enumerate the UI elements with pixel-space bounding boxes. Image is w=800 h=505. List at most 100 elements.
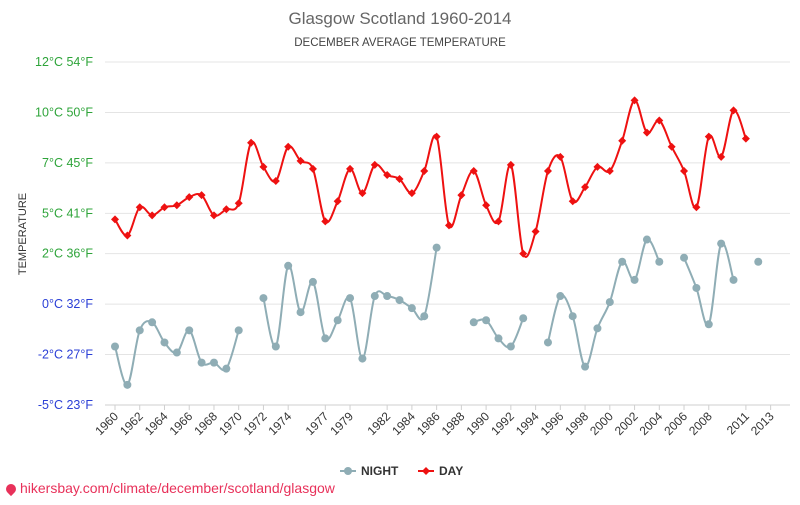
night-data-point xyxy=(581,362,590,371)
night-data-point xyxy=(111,342,119,351)
day-data-point xyxy=(741,134,750,143)
x-tick-label: 1972 xyxy=(241,409,270,438)
legend-day-label: DAY xyxy=(439,464,463,478)
x-tick-label: 1998 xyxy=(562,409,591,438)
day-data-point xyxy=(370,160,379,169)
night-data-point xyxy=(160,338,169,347)
night-data-point xyxy=(346,294,355,303)
x-tick-label: 1979 xyxy=(327,409,356,438)
day-data-point xyxy=(692,203,701,212)
day-data-point xyxy=(308,164,317,173)
x-tick-label: 1970 xyxy=(216,409,245,438)
night-data-point xyxy=(519,314,528,323)
day-data-point xyxy=(642,128,651,137)
night-data-point xyxy=(420,312,429,321)
night-data-point xyxy=(407,304,416,313)
y-tick-label: -2°C 27°F xyxy=(38,348,94,362)
source-link-text[interactable]: hikersbay.com/climate/december/scotland/… xyxy=(20,480,335,496)
day-data-point xyxy=(420,166,429,175)
night-data-point xyxy=(296,308,305,317)
day-data-point xyxy=(271,177,280,186)
day-data-point xyxy=(358,189,367,198)
night-data-point xyxy=(333,316,342,325)
day-data-point xyxy=(234,199,243,208)
day-data-point xyxy=(197,191,206,200)
x-tick-label: 2002 xyxy=(612,409,641,438)
x-tick-label: 1990 xyxy=(463,409,492,438)
day-data-point xyxy=(630,96,639,105)
night-data-point xyxy=(148,318,157,327)
night-data-point xyxy=(172,348,181,357)
night-series-line xyxy=(473,317,525,349)
x-tick-label: 2004 xyxy=(637,409,666,438)
night-data-point xyxy=(469,318,478,327)
night-data-point xyxy=(729,275,738,284)
day-data-point xyxy=(445,221,453,230)
night-data-point xyxy=(284,261,293,270)
day-data-point xyxy=(469,166,478,175)
day-data-point xyxy=(506,160,515,169)
night-data-point xyxy=(271,342,280,351)
source-footer[interactable]: hikersbay.com/climate/december/scotland/… xyxy=(3,480,335,497)
night-data-point xyxy=(209,358,218,367)
day-data-point xyxy=(543,166,552,175)
night-data-point xyxy=(494,334,503,343)
day-data-point xyxy=(383,170,392,179)
day-data-point xyxy=(209,211,218,220)
night-data-point xyxy=(618,257,627,266)
night-data-point xyxy=(556,292,565,301)
day-data-point xyxy=(519,249,528,258)
night-data-point xyxy=(308,277,317,286)
day-data-point xyxy=(667,142,676,151)
day-data-point xyxy=(123,231,132,240)
night-data-point xyxy=(754,257,763,266)
day-data-point xyxy=(432,132,441,141)
night-data-point xyxy=(432,243,441,252)
x-tick-label: 1966 xyxy=(167,409,196,438)
y-tick-label: 2°C 36°F xyxy=(42,247,93,261)
chart-title: Glasgow Scotland 1960-2014 xyxy=(288,9,511,28)
day-data-point xyxy=(135,203,144,212)
day-data-point xyxy=(704,132,713,141)
night-data-point xyxy=(655,257,664,266)
x-tick-label: 2000 xyxy=(587,409,616,438)
day-data-point xyxy=(148,211,157,220)
legend-day-marker xyxy=(422,467,430,475)
night-data-point xyxy=(234,326,243,335)
night-data-point xyxy=(358,354,367,363)
night-data-point xyxy=(630,275,639,284)
day-data-point xyxy=(494,217,503,226)
x-tick-label: 1982 xyxy=(364,409,393,438)
night-data-point xyxy=(642,235,651,244)
day-data-point xyxy=(111,215,119,224)
night-data-point xyxy=(704,320,713,329)
night-data-point xyxy=(605,298,614,307)
x-tick-label: 1992 xyxy=(488,409,517,438)
day-data-point xyxy=(247,138,256,147)
x-tick-label: 2008 xyxy=(686,409,715,438)
day-data-point xyxy=(160,203,169,212)
night-data-point xyxy=(222,364,231,373)
night-data-point xyxy=(692,283,701,292)
day-data-point xyxy=(457,191,466,200)
location-pin-icon xyxy=(3,482,19,497)
y-tick-label: 12°C 54°F xyxy=(35,55,93,69)
day-data-point xyxy=(556,152,565,161)
day-data-point xyxy=(296,156,305,165)
x-tick-label: 1964 xyxy=(142,409,171,438)
y-tick-label: -5°C 23°F xyxy=(38,398,94,412)
day-data-point xyxy=(407,189,416,198)
legend-night-label: NIGHT xyxy=(361,464,399,478)
y-tick-label: 10°C 50°F xyxy=(35,105,93,119)
night-data-point xyxy=(370,292,379,301)
night-data-point xyxy=(259,294,268,303)
day-data-point xyxy=(568,197,577,206)
x-tick-label: 1984 xyxy=(389,409,418,438)
night-data-point xyxy=(123,380,132,389)
y-axis-title: TEMPERATURE xyxy=(17,193,29,275)
y-tick-label: 0°C 32°F xyxy=(42,297,93,311)
night-data-point xyxy=(506,342,515,351)
x-tick-label: 1968 xyxy=(191,409,220,438)
